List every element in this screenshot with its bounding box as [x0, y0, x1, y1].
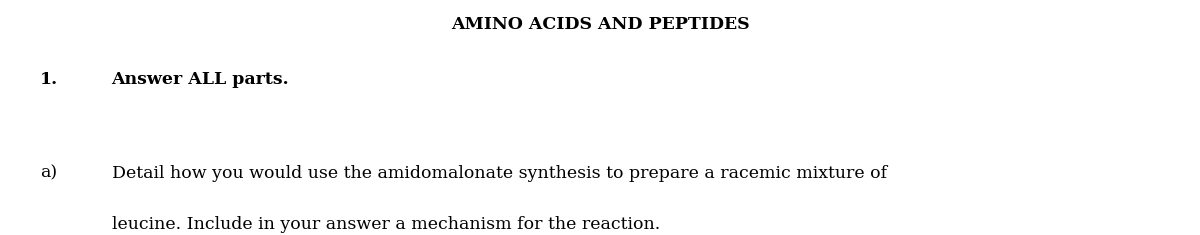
Text: leucine. Include in your answer a mechanism for the reaction.: leucine. Include in your answer a mechan…	[112, 216, 660, 233]
Text: 1.: 1.	[40, 70, 58, 87]
Text: AMINO ACIDS AND PEPTIDES: AMINO ACIDS AND PEPTIDES	[451, 16, 749, 33]
Text: Detail how you would use the amidomalonate synthesis to prepare a racemic mixtur: Detail how you would use the amidomalona…	[112, 164, 887, 181]
Text: Answer ALL parts.: Answer ALL parts.	[112, 70, 289, 87]
Text: a): a)	[41, 164, 58, 181]
